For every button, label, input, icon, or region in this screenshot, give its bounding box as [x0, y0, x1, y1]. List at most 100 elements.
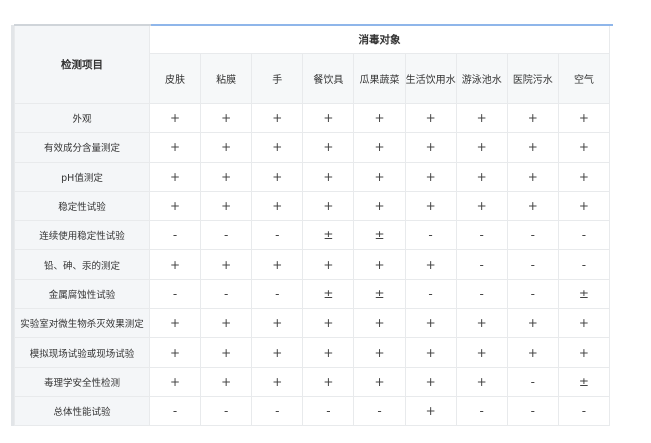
cell-value: +: [404, 308, 457, 339]
cell-value: +: [353, 308, 406, 339]
cell-value: -: [353, 395, 406, 427]
cell-value: +: [455, 102, 508, 134]
table-row: 外观 + + + + + + + + +: [14, 102, 611, 134]
cell-value: +: [251, 132, 304, 163]
cell-value: +: [200, 102, 253, 134]
row-name: 总体性能试验: [14, 395, 150, 427]
cell-value: +: [353, 161, 406, 192]
row-name: pH值测定: [14, 161, 150, 192]
cell-value: -: [251, 220, 304, 251]
cell-value: -: [455, 278, 508, 310]
column-header: 手: [251, 53, 304, 104]
cell-value: +: [404, 102, 457, 134]
cell-value: +: [200, 366, 253, 397]
cell-value: -: [404, 220, 457, 251]
cell-value: +: [251, 190, 304, 222]
table-row: 金属腐蚀性试验 - - - ± ± - - - ±: [14, 278, 611, 310]
row-name: 有效成分含量测定: [14, 132, 150, 163]
cell-value: +: [251, 249, 304, 280]
cell-value: +: [302, 249, 355, 280]
cell-value: -: [200, 278, 253, 310]
cell-value: +: [557, 337, 611, 368]
cell-value: -: [557, 249, 611, 280]
column-header: 空气: [557, 53, 611, 104]
detection-table: 检测项目 消毒对象 皮肤 粘膜手餐饮具 瓜果蔬菜 生活饮用水 游泳池水 医院污水 空气 外观…: [14, 25, 611, 427]
cell-value: -: [251, 395, 304, 427]
cell-value: +: [455, 337, 508, 368]
detection-table-container: 检测项目 消毒对象 皮肤 粘膜手餐饮具 瓜果蔬菜 生活饮用水 游泳池水 医院污水 空气 外观…: [11, 24, 613, 427]
cell-value: +: [302, 161, 355, 192]
cell-value: -: [506, 366, 559, 397]
divider: [14, 24, 151, 26]
cell-value: +: [200, 337, 253, 368]
cell-value: -: [148, 278, 202, 310]
cell-value: +: [506, 161, 559, 192]
cell-value: -: [200, 220, 253, 251]
table-row: 模拟现场试验或现场试验 + + + + + + + + +: [14, 337, 611, 368]
table-row: 有效成分含量测定 + + + + + + + + +: [14, 132, 611, 163]
cell-value: +: [251, 308, 304, 339]
table-row: 铅、砷、汞的测定 + + + + + + - - -: [14, 249, 611, 280]
column-header: 瓜果蔬菜: [353, 53, 406, 104]
cell-value: -: [200, 395, 253, 427]
cell-value: ±: [302, 220, 355, 251]
row-name: 毒理学安全性检测: [14, 366, 150, 397]
cell-value: +: [302, 132, 355, 163]
cell-value: +: [302, 190, 355, 222]
cell-value: ±: [557, 366, 611, 397]
cell-value: +: [404, 337, 457, 368]
row-name: 外观: [14, 102, 150, 134]
cell-value: +: [353, 337, 406, 368]
row-name: 金属腐蚀性试验: [14, 278, 150, 310]
cell-value: -: [148, 395, 202, 427]
header-accent-line: [151, 24, 613, 26]
cell-value: +: [251, 102, 304, 134]
cell-value: +: [557, 132, 611, 163]
cell-value: +: [148, 102, 202, 134]
cell-value: -: [455, 249, 508, 280]
cell-value: +: [455, 308, 508, 339]
table-row: 稳定性试验 + + + + + + + + +: [14, 190, 611, 222]
cell-value: +: [557, 161, 611, 192]
cell-value: +: [148, 366, 202, 397]
cell-value: +: [506, 337, 559, 368]
column-header: 医院污水: [506, 53, 559, 104]
cell-value: -: [557, 395, 611, 427]
cell-value: +: [251, 161, 304, 192]
cell-value: +: [302, 366, 355, 397]
row-name: 连续使用稳定性试验: [14, 220, 150, 251]
cell-value: -: [506, 278, 559, 310]
column-header: 生活饮用水: [404, 53, 457, 104]
table-row: 总体性能试验 - - - - - + - - -: [14, 395, 611, 427]
cell-value: +: [353, 132, 406, 163]
cell-value: +: [148, 308, 202, 339]
cell-value: +: [557, 308, 611, 339]
cell-value: +: [455, 132, 508, 163]
column-header: 粘膜: [200, 53, 253, 104]
cell-value: +: [404, 395, 457, 427]
cell-value: +: [506, 190, 559, 222]
cell-value: +: [148, 190, 202, 222]
cell-value: +: [302, 308, 355, 339]
cell-value: -: [506, 220, 559, 251]
cell-value: +: [557, 190, 611, 222]
row-name: 模拟现场试验或现场试验: [14, 337, 150, 368]
cell-value: +: [353, 249, 406, 280]
cell-value: +: [148, 249, 202, 280]
cell-value: -: [506, 249, 559, 280]
cell-value: +: [302, 102, 355, 134]
table-row: 实验室对微生物杀灭效果测定 + + + + + + + + +: [14, 308, 611, 339]
row-name: 铅、砷、汞的测定: [14, 249, 150, 280]
cell-value: ±: [302, 278, 355, 310]
table-row: pH值测定 + + + + + + + + +: [14, 161, 611, 192]
cell-value: +: [455, 366, 508, 397]
cell-value: -: [455, 395, 508, 427]
table-row: 连续使用稳定性试验 - - - ± ± - - - -: [14, 220, 611, 251]
cell-value: +: [455, 161, 508, 192]
cell-value: -: [506, 395, 559, 427]
row-header: 检测项目: [14, 25, 150, 104]
cell-value: +: [200, 308, 253, 339]
cell-value: +: [404, 366, 457, 397]
cell-value: +: [404, 161, 457, 192]
cell-value: -: [148, 220, 202, 251]
